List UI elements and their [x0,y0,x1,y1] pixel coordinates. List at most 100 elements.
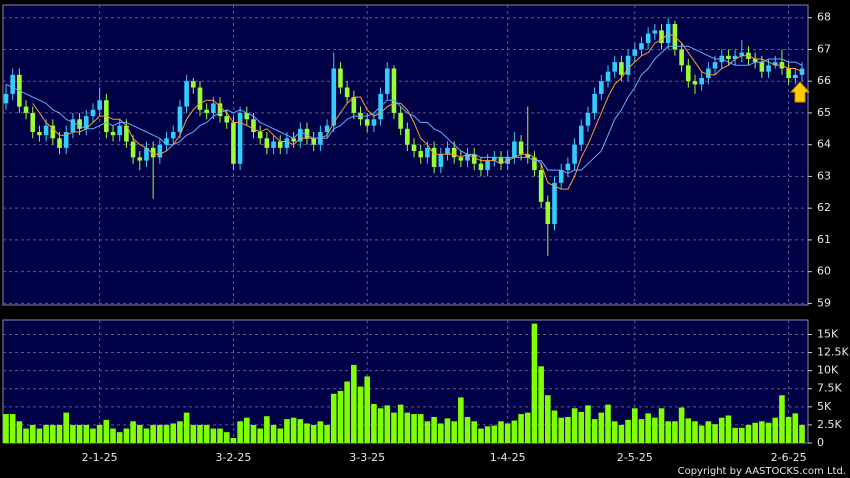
volume-bar [103,419,110,443]
x-tick-label: 2-1-25 [82,451,118,464]
volume-bar [698,425,705,443]
volume-bar [451,421,457,443]
candle-body [692,81,698,85]
x-tick-label: 2-6-25 [771,451,807,464]
volume-bar [598,412,605,443]
volume-bar [645,413,651,443]
volume-bar [277,428,284,443]
volume-bar [518,414,524,443]
candle-body [411,144,417,152]
volume-bar [290,417,297,443]
volume-bar [531,323,538,443]
candle-body [144,147,149,161]
latest-arrow [789,81,811,103]
volume-bar [384,405,391,443]
candle-body [766,65,771,72]
volume-bar [304,423,310,443]
y-tick-label: 12.5K [817,346,849,359]
volume-bar [223,432,230,443]
volume-bar [665,421,672,443]
volume-bar [678,407,685,443]
volume-bar [257,428,263,443]
candle-body [478,163,484,171]
candle-body [726,55,731,59]
candle-body [3,93,9,104]
volume-bar [90,428,96,443]
volume-bar [611,421,618,443]
volume-bar [545,395,551,443]
candle-body [264,138,270,148]
candle-body [699,78,704,85]
y-tick-label: 7.5K [817,382,842,395]
volume-bar [404,412,411,443]
candle-body [545,201,551,225]
candle-body [157,144,163,158]
candle-body [706,68,711,79]
candle-body [344,87,350,98]
candle-body [632,49,638,56]
volume-bar [29,424,36,443]
candle-body [625,55,631,75]
volume-bar [250,424,257,443]
volume-bar [3,414,9,443]
candle-body [271,141,276,148]
volume-bar [618,424,625,443]
volume-bar [585,405,591,443]
y-tick-label: 2.5K [817,418,842,431]
candle-body [277,141,283,148]
volume-bar [371,403,377,443]
candle-body [244,112,250,120]
candle-body [532,157,537,171]
volume-bar [692,421,698,443]
volume-bar [444,418,451,443]
candle-body [659,30,664,44]
candle-body [752,58,758,63]
candle-body [117,125,123,136]
volume-bar [36,428,43,443]
candle-body [237,112,243,164]
candle-body [572,144,577,164]
volume-bar [16,421,23,443]
candle-body [137,157,143,161]
volume-bar [524,412,531,443]
candle-body [284,138,290,148]
volume-bar [23,428,29,443]
candle-body [77,119,82,129]
candle-body [599,81,604,94]
candle-body [485,160,490,171]
candle-body [759,62,765,72]
volume-bar [76,424,83,443]
volume-bar [9,414,16,443]
volume-bar [765,422,772,443]
candle-body [304,128,310,139]
candle-body [57,138,62,148]
candle-body [224,116,230,123]
volume-bar [718,417,725,443]
volume-bar [732,427,738,443]
candle-body [63,131,69,148]
candle-body [565,163,571,171]
volume-bar [705,421,712,443]
volume-bar [150,424,156,443]
candle-body [538,170,544,202]
volume-bar [491,425,498,443]
volume-bar [110,428,116,443]
candle-body [170,131,176,139]
candle-body [512,141,517,158]
volume-bar [464,416,471,443]
candle-body [458,157,464,161]
y-tick-label: 60 [817,265,831,278]
candle-body [371,119,377,126]
candle-body [164,138,169,145]
volume-bar [772,417,779,443]
volume-bar [210,428,217,443]
volume-bar [163,424,170,443]
volume-bar [625,419,631,443]
candle-body [251,119,256,132]
candle-body [525,154,531,158]
candle-body [23,106,29,113]
volume-bar [571,408,578,443]
volume-bar [578,411,585,443]
volume-bar [658,408,665,443]
candle-body [298,128,303,142]
